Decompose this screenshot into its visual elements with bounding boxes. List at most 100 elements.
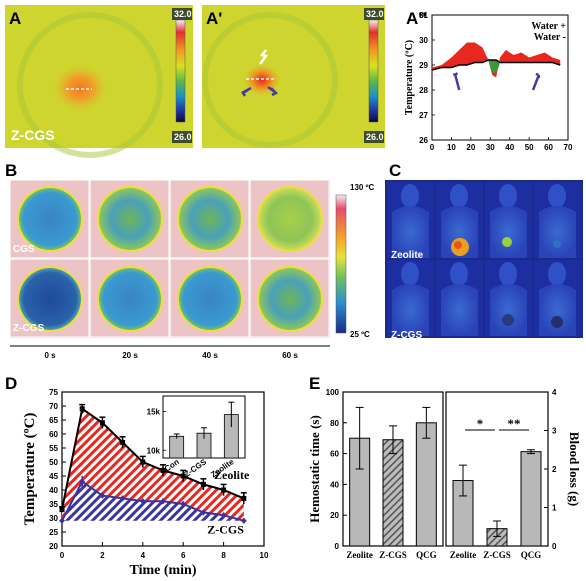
category-label: QCG [521,550,542,560]
chart-a2: A'' 0 10 20 30 40 50 60 70 26 27 28 29 30 31 Temperatu… [404,9,573,152]
y-tick-label: 40 [330,480,339,489]
legend-entry: Water - [534,32,566,43]
dish [259,268,321,330]
y-tick-label: 31 [419,11,428,20]
data-point-z-cgs [240,517,247,524]
mouse-head [499,262,517,286]
y-tick-label: 80 [330,419,339,428]
dish [99,188,161,250]
y-tick-label: 60 [49,430,58,439]
time-label: 20 s [122,351,138,360]
panel-b: CGS Z-CGS 130 ºC 25 ºC 0 s 20 s 40 s 60 s B [5,161,374,360]
scale-min-box [364,131,384,143]
time-label: 60 s [282,351,298,360]
y-tick-label: 45 [49,472,58,481]
data-point-z-cgs [180,501,187,507]
dish [179,188,241,250]
mouse-head [548,262,566,286]
data-point-zeolite [140,459,146,465]
data-point-z-cgs [220,512,227,519]
series-area-zeolite [62,408,244,521]
x-tick-label: 10 [260,551,269,560]
y-tick-label: 28 [419,86,428,95]
data-point-zeolite [120,439,126,445]
x-tick-label: 40 [505,143,514,152]
mouse-head [401,184,419,208]
x-tick-label: 20 [466,143,475,152]
data-point-z-cgs [99,492,106,499]
bar [382,439,404,547]
scale-min-label: 26.0 [174,132,192,142]
data-point-zeolite [79,406,85,412]
row-label: CGS [13,244,35,255]
hot-spot [52,64,108,112]
panel-label-e: E [309,374,320,393]
category-label: Z-CGS [483,550,511,560]
mouse-body [392,284,429,336]
x-tick-label: 6 [181,551,186,560]
panel-label-b: B [5,161,17,180]
inset-category-label: Con [163,457,181,473]
scale-min-box [172,131,192,143]
scale-min-label: 25 ºC [350,330,370,339]
y-axis-label: Temperature (ºC) [404,40,415,115]
dish [259,188,321,250]
x-axis-label: Time (min) [129,563,196,578]
y-tick-label: 1 [552,504,557,513]
inset-y-tick-label: 10k [147,446,161,455]
data-point-zeolite [59,507,65,513]
mouse-body [539,284,576,336]
x-tick-label: 2 [100,551,105,560]
x-tick-label: 4 [141,551,146,560]
data-point-z-cgs [59,517,65,524]
y-tick-label: 50 [49,458,58,467]
data-point-zeolite [99,420,105,426]
scale-max-label: 130 ºC [350,183,374,192]
y-tick-label: 30 [419,36,428,45]
x-tick-label: 8 [221,551,226,560]
y-tick-label: 70 [49,402,58,411]
panel-label-a2: A'' [406,9,426,28]
y-tick-label: 4 [552,388,557,397]
purple-arrow-icon [241,86,252,97]
row-label: Z-CGS [13,323,44,334]
sample-label: Z-CGS [11,127,55,143]
y-tick-label: 20 [330,511,339,520]
plot-frame [61,391,265,547]
mouse-body [392,206,429,258]
color-scale-bar [335,194,347,334]
y-tick-label: 40 [49,486,58,495]
panel-a: 32.0 26.0 Z-CGS A [5,5,193,158]
data-point-z-cgs [160,498,166,505]
x-tick-label: 10 [447,143,456,152]
data-point-z-cgs [200,509,207,516]
y-tick-label: 25 [49,528,58,537]
category-label: Zeolite [450,550,477,560]
dip-area [488,60,500,74]
inset-y-tick-label: 15k [147,408,161,417]
dish [99,268,161,330]
bar [415,422,437,547]
data-point-z-cgs [79,478,86,485]
x-tick-label: 70 [564,143,573,152]
panel-label-a1: A' [206,9,222,28]
inset-category-label: Z-CGS [183,457,209,479]
panel-label-d: D [5,374,17,393]
mouse-head [450,262,468,286]
mouse-head [450,184,468,208]
category-label: Zeolite [346,550,373,560]
mouse-head [499,184,517,208]
y-tick-label: 0 [552,542,557,551]
y-tick-label: 35 [49,500,58,509]
significance-label: * [477,416,484,431]
heat-spot [454,241,462,249]
purple-arrow-icon [452,72,461,91]
series-line-zeolite [61,407,245,510]
row-label: Z-CGS [391,330,422,341]
y-tick-label: 75 [49,388,58,397]
heat-spot [553,240,561,248]
dish [19,268,81,330]
heat-spot [502,237,512,247]
mouse-body [490,284,527,336]
